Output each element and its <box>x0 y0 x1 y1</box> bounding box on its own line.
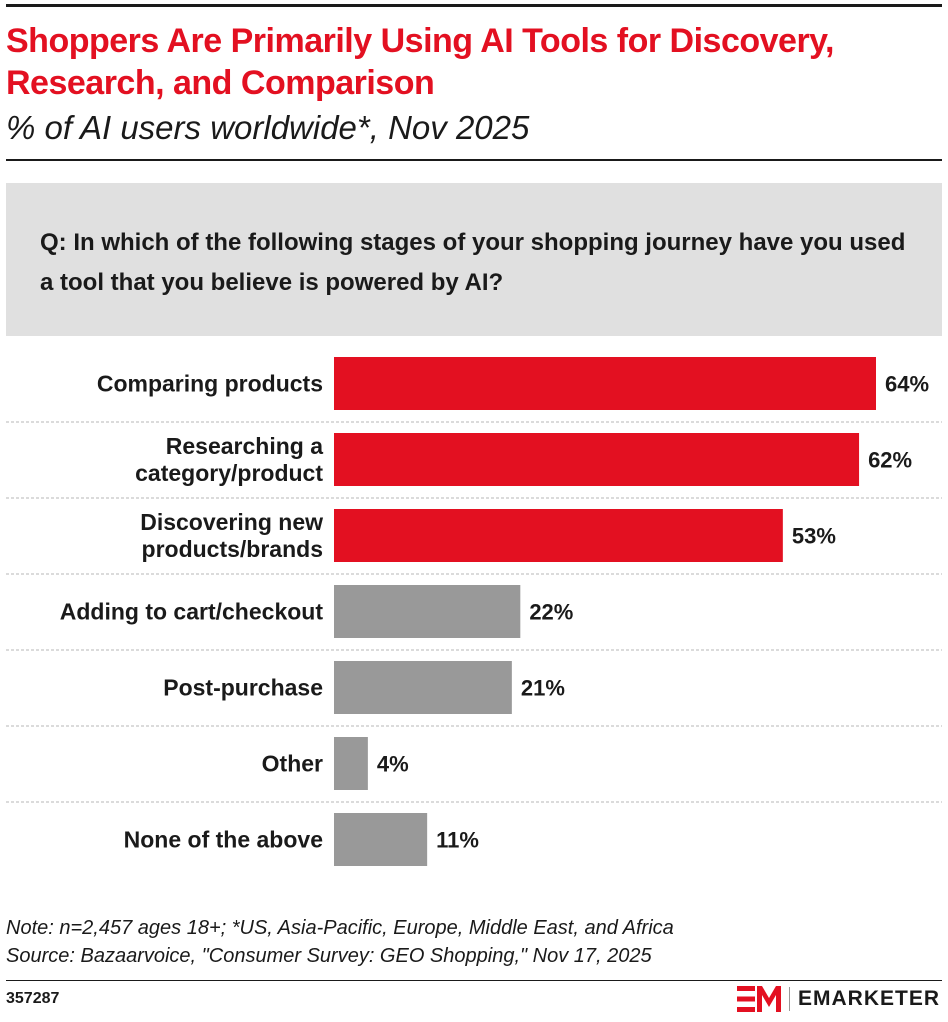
question-box: Q: In which of the following stages of y… <box>6 183 942 336</box>
question-text: Q: In which of the following stages of y… <box>40 229 906 296</box>
category-label: Adding to cart/checkout <box>60 599 324 625</box>
category-label: products/brands <box>142 536 323 562</box>
value-label: 11% <box>436 828 479 853</box>
bar <box>334 661 512 714</box>
value-label: 62% <box>868 448 912 473</box>
value-label: 53% <box>792 524 836 549</box>
note-text: Note: n=2,457 ages 18+; *US, Asia-Pacifi… <box>6 917 674 939</box>
bar <box>334 357 876 410</box>
value-label: 64% <box>885 372 929 397</box>
category-label: Post-purchase <box>163 675 323 701</box>
category-label: Other <box>262 751 323 777</box>
value-label: 4% <box>377 752 409 777</box>
chart-id: 357287 <box>6 990 60 1007</box>
emarketer-logo: EMARKETER <box>736 984 940 1014</box>
footer-rule <box>6 980 942 981</box>
bar <box>334 585 521 638</box>
category-label: category/product <box>135 460 323 486</box>
bar <box>334 433 860 486</box>
bar <box>334 509 783 562</box>
brand-name: EMARKETER <box>797 987 940 1010</box>
logo-divider <box>788 987 790 1011</box>
top-rule <box>6 4 942 7</box>
value-label: 21% <box>521 676 565 701</box>
subtitle-rule <box>6 159 942 161</box>
footnote: Note: n=2,457 ages 18+; *US, Asia-Pacifi… <box>6 914 674 970</box>
category-label: None of the above <box>124 827 323 853</box>
category-label: Comparing products <box>97 371 323 397</box>
category-label: Researching a <box>166 433 323 459</box>
bar-chart: 64% Comparing products 62% Researching acat… <box>6 357 942 866</box>
em-logo-icon <box>736 986 781 1012</box>
bar <box>334 737 368 790</box>
chart-title: Shoppers Are Primarily Using AI Tools fo… <box>6 22 835 102</box>
chart-subtitle: % of AI users worldwide*, Nov 2025 <box>6 109 530 146</box>
category-label: Discovering new <box>140 509 323 535</box>
value-label: 22% <box>529 600 573 625</box>
source-text: Source: Bazaarvoice, "Consumer Survey: G… <box>6 945 652 967</box>
bar <box>334 813 428 866</box>
